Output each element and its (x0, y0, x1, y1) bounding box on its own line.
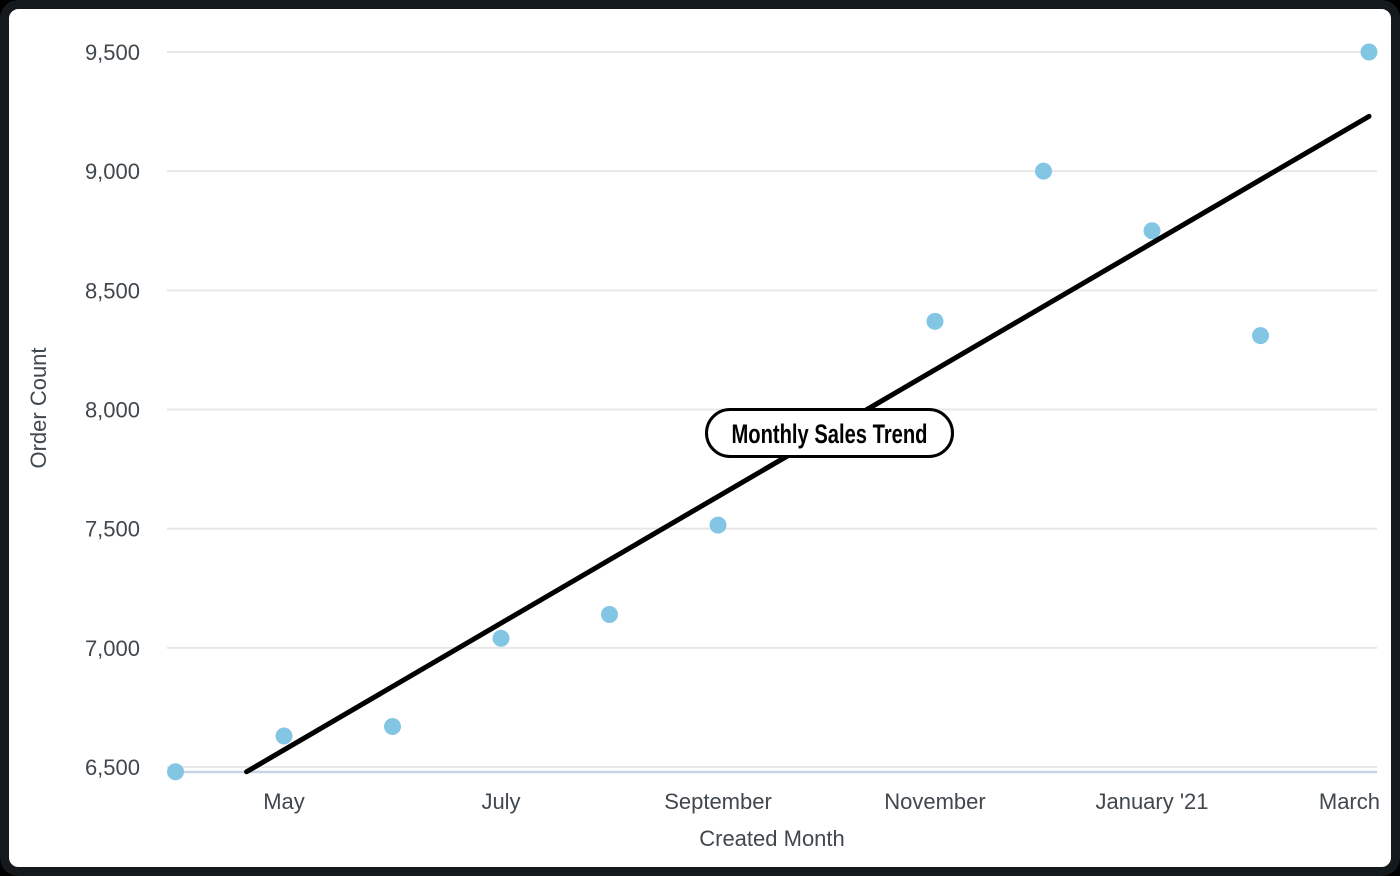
trend-label-text: Monthly Sales Trend (732, 419, 928, 449)
data-point-september[interactable] (709, 516, 727, 534)
y-tick-label-7000: 7,000 (85, 636, 140, 661)
y-axis-tick-labels: 6,500 7,000 7,500 8,000 8,500 9,000 9,500 (85, 40, 140, 780)
trend-label-pill-background (705, 408, 954, 458)
data-point-december[interactable] (1035, 162, 1052, 180)
x-tick-label-may: May (263, 789, 305, 814)
data-point-november[interactable] (926, 312, 944, 330)
y-tick-label-7500: 7,500 (85, 517, 140, 542)
data-point-august[interactable] (601, 605, 618, 623)
y-tick-label-8000: 8,000 (85, 398, 140, 423)
x-tick-label-january-21: January '21 (1095, 789, 1208, 814)
data-point-june[interactable] (384, 717, 401, 735)
y-tick-label-9500: 9,500 (85, 40, 140, 65)
x-tick-label-march: March (1319, 789, 1380, 814)
data-point-may[interactable] (275, 727, 293, 745)
data-point-january-21[interactable] (1143, 222, 1161, 240)
y-tick-label-9000: 9,000 (85, 159, 140, 184)
x-tick-label-november: November (884, 789, 985, 814)
y-tick-label-8500: 8,500 (85, 278, 140, 303)
y-tick-label-6500: 6,500 (85, 755, 140, 780)
x-tick-label-july: July (481, 789, 520, 814)
data-point-february[interactable] (1252, 327, 1269, 345)
data-point-march[interactable] (1360, 43, 1378, 61)
x-axis-tick-labels: May July September November January '21 March (263, 789, 1380, 814)
gridlines (167, 51, 1377, 774)
x-axis-title: Created Month (699, 826, 845, 851)
trend-label-pill: Monthly Sales Trend (705, 408, 954, 458)
scatter-points (167, 43, 1378, 781)
data-point-april[interactable] (167, 763, 184, 781)
x-tick-label-september: September (664, 789, 772, 814)
y-axis-title: Order Count (26, 347, 51, 468)
data-point-july[interactable] (492, 629, 510, 647)
